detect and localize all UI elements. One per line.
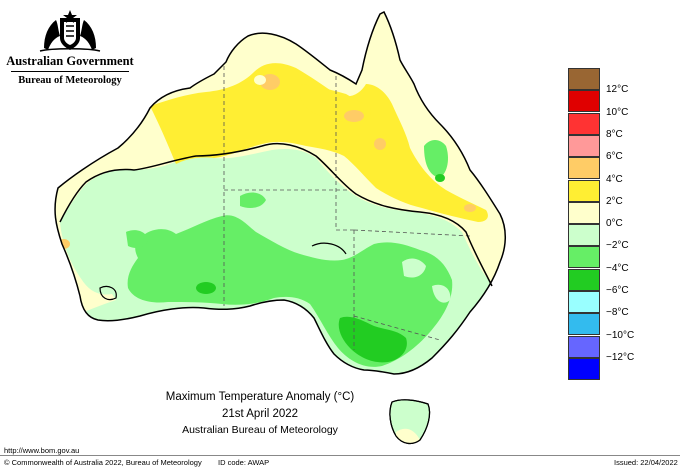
coastline	[54, 10, 506, 375]
legend-label: −12°C	[606, 351, 635, 363]
zero-to-two-patch	[254, 75, 266, 85]
legend-swatch	[568, 90, 600, 113]
legend-swatch	[568, 68, 600, 90]
legend-swatch	[568, 335, 600, 358]
government-name: Australian Government	[6, 54, 134, 68]
legend-label: 2°C	[606, 195, 623, 207]
zero-to-minus-two-patch	[402, 258, 426, 278]
legend-label: −8°C	[606, 307, 629, 319]
minus-two-to-minus-four-patch	[424, 140, 448, 178]
minus-four-to-minus-six-patch	[426, 360, 446, 372]
legend-label: 4°C	[606, 173, 623, 185]
four-to-six-patch	[464, 204, 476, 212]
map-date: 21st April 2022	[221, 408, 299, 420]
color-legend	[568, 68, 600, 381]
legend-label: 10°C	[606, 106, 629, 118]
minus-two-to-minus-four-patch	[126, 230, 148, 248]
minus-two-to-minus-four-patch	[240, 192, 266, 208]
legend-swatch	[568, 134, 600, 157]
two-to-four-band	[150, 63, 488, 222]
state-borders	[223, 66, 471, 350]
copyright-text: © Commonwealth of Australia 2022, Bureau…	[4, 458, 202, 467]
legend-label: −10°C	[606, 329, 635, 341]
bureau-name: Bureau of Meteorology	[18, 75, 122, 86]
minus-four-to-minus-six-patch	[338, 316, 407, 363]
issued-date: Issued: 22/04/2022	[614, 458, 678, 467]
four-to-six-patch	[374, 138, 386, 150]
government-logo: Australian Government Bureau of Meteorol…	[6, 8, 134, 96]
minus-four-to-minus-six-patch	[196, 282, 216, 294]
map-source: Australian Bureau of Meteorology	[182, 424, 338, 436]
legend-label: 12°C	[606, 84, 629, 96]
legend-swatch	[568, 157, 600, 180]
legend-swatch	[568, 246, 600, 269]
legend-swatch	[568, 201, 600, 224]
legend-label: 6°C	[606, 151, 623, 163]
legend-swatch	[568, 112, 600, 135]
zero-degree-contour	[59, 142, 493, 287]
id-code: ID code: AWAP	[218, 458, 270, 467]
four-to-six-patch	[344, 110, 364, 122]
legend-swatch	[568, 357, 600, 380]
legend-swatch	[568, 268, 600, 291]
legend-label: −6°C	[606, 285, 629, 296]
legend-swatch	[568, 179, 600, 202]
legend-swatch	[568, 224, 600, 247]
map-title: Maximum Temperature Anomaly (°C)	[165, 391, 355, 403]
footer-divider	[0, 455, 680, 456]
legend-label: 8°C	[606, 128, 623, 140]
legend-swatch	[568, 313, 600, 336]
zero-to-minus-two-patch	[432, 284, 451, 303]
legend-label: −2°C	[606, 240, 629, 252]
coat-of-arms-icon	[39, 10, 101, 52]
website-link[interactable]: http://www.bom.gov.au	[4, 446, 80, 455]
header-divider	[11, 71, 129, 72]
legend-swatch	[568, 291, 600, 313]
legend-label: 0°C	[606, 218, 623, 230]
legend-label: −4°C	[606, 262, 629, 274]
tasmania-warm-south	[396, 428, 420, 444]
minus-four-to-minus-six-patch	[435, 174, 445, 182]
